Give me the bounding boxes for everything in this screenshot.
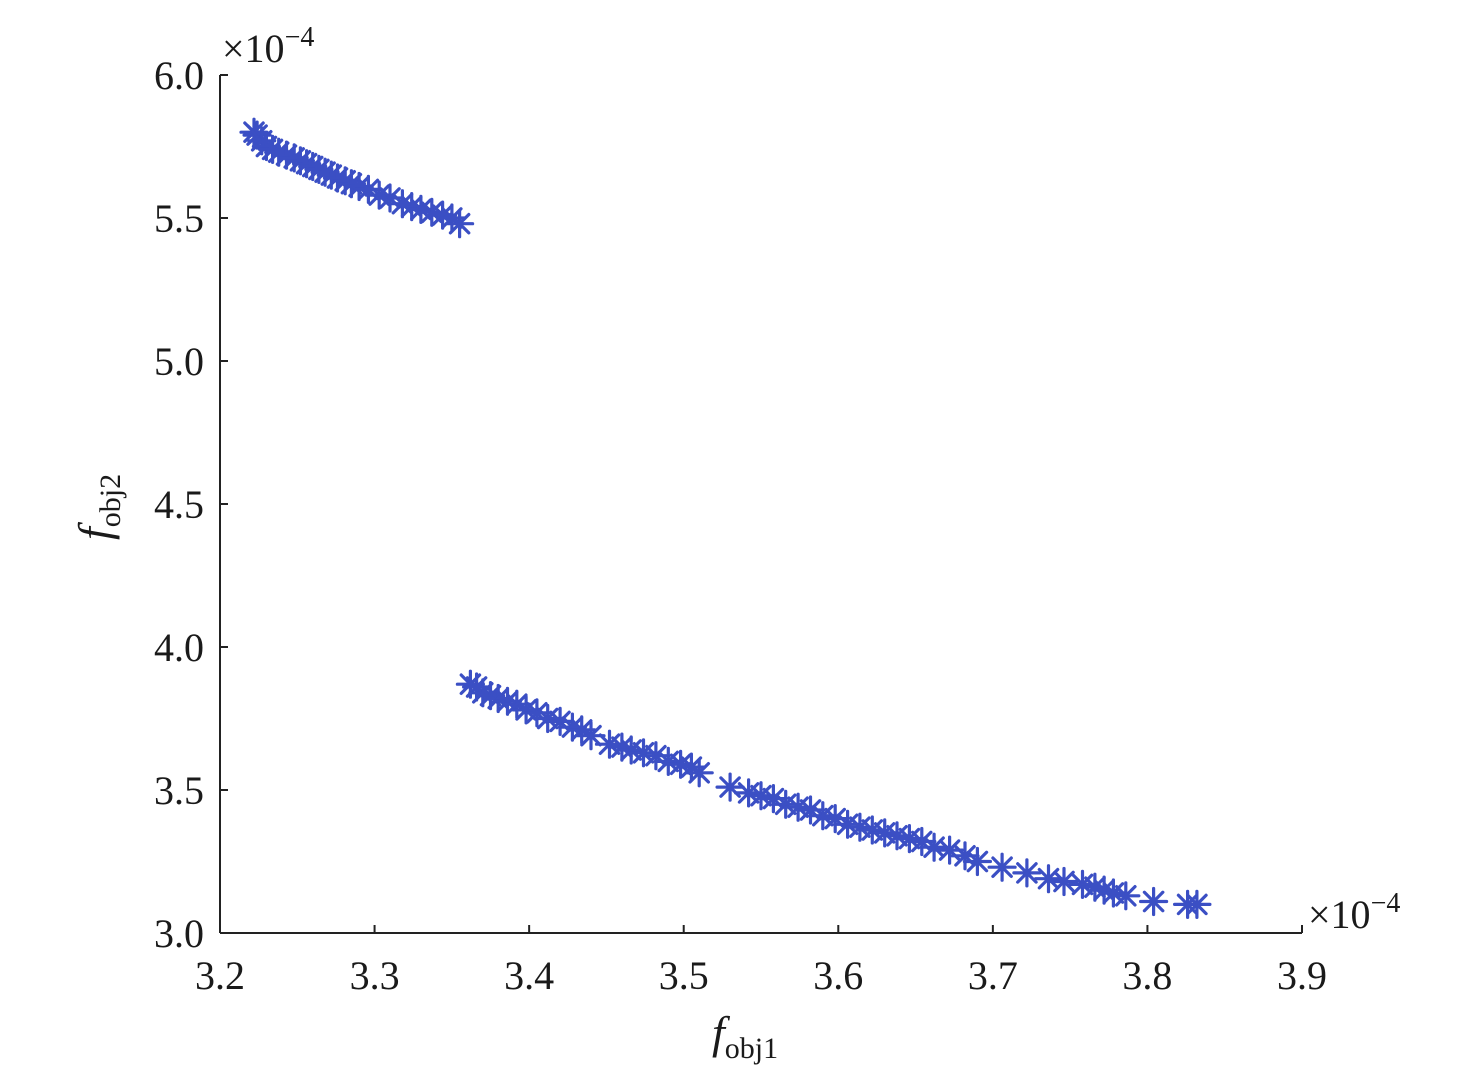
data-point bbox=[962, 846, 993, 877]
x-axis-title-sub: obj1 bbox=[725, 1032, 778, 1065]
y-axis-title: fobj2 bbox=[69, 474, 127, 540]
data-point bbox=[746, 781, 776, 811]
data-point bbox=[1111, 881, 1141, 911]
x-tick-label: 3.2 bbox=[195, 953, 245, 998]
data-point bbox=[987, 852, 1017, 882]
data-point bbox=[576, 721, 606, 751]
data-point bbox=[1012, 858, 1042, 888]
y-ticks: 3.0 3.5 4.0 4.5 5.0 5.5 6.0 bbox=[154, 53, 228, 956]
data-point bbox=[1182, 889, 1212, 920]
data-point bbox=[1098, 878, 1129, 908]
y-tick-label: 6.0 bbox=[154, 53, 204, 98]
data-point bbox=[684, 758, 714, 788]
x-ticks: 3.2 3.3 3.4 3.5 3.6 3.7 3.8 3.9 bbox=[195, 925, 1327, 998]
y-tick-label: 3.0 bbox=[154, 911, 204, 956]
x-tick-label: 3.5 bbox=[659, 953, 709, 998]
y-multiplier-exponent: −4 bbox=[285, 22, 315, 53]
x-multiplier-exponent: −4 bbox=[1371, 888, 1401, 919]
y-axis-multiplier: ×10−4 bbox=[222, 22, 314, 71]
x-multiplier-base: ×10 bbox=[1308, 892, 1371, 937]
x-axis-title: fobj1 bbox=[712, 1007, 778, 1065]
y-axis-title-sub: obj2 bbox=[94, 474, 127, 527]
data-point bbox=[522, 698, 552, 728]
y-tick-label: 3.5 bbox=[154, 768, 204, 813]
x-tick-label: 3.6 bbox=[813, 953, 863, 998]
data-point bbox=[483, 683, 513, 714]
data-points bbox=[239, 117, 1212, 920]
y-tick-label: 5.0 bbox=[154, 339, 204, 384]
data-point bbox=[771, 789, 801, 819]
data-point bbox=[1067, 869, 1098, 900]
data-point bbox=[445, 209, 475, 239]
data-point bbox=[894, 823, 925, 854]
x-tick-label: 3.9 bbox=[1277, 953, 1327, 998]
data-point bbox=[1138, 886, 1169, 917]
x-axis-multiplier: ×10−4 bbox=[1308, 888, 1400, 937]
y-tick-label: 4.0 bbox=[154, 625, 204, 670]
y-multiplier-base: ×10 bbox=[222, 26, 285, 71]
data-point bbox=[1049, 866, 1079, 897]
x-tick-label: 3.8 bbox=[1122, 953, 1172, 998]
x-tick-label: 3.4 bbox=[504, 953, 554, 998]
data-point bbox=[715, 772, 745, 802]
x-tick-label: 3.3 bbox=[350, 953, 400, 998]
y-tick-label: 5.5 bbox=[154, 196, 204, 241]
y-tick-label: 4.5 bbox=[154, 482, 204, 527]
x-tick-label: 3.7 bbox=[968, 953, 1018, 998]
